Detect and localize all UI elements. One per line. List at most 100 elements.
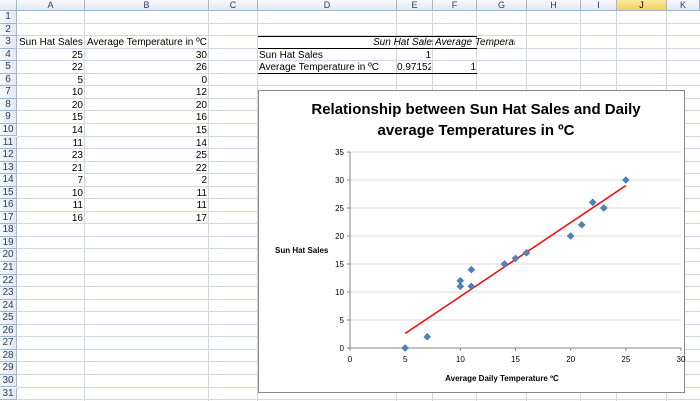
cell-sales-value[interactable]: 11 <box>72 137 83 149</box>
x-tick-label: 30 <box>677 355 686 364</box>
cell-temperature-value[interactable]: 11 <box>196 187 207 199</box>
row-header-9[interactable]: 9 <box>0 111 17 124</box>
cell-sales-value[interactable]: 20 <box>71 99 83 111</box>
row-header-5[interactable]: 5 <box>0 61 17 74</box>
correlation-header-sales[interactable]: Sun Hat Sales <box>373 37 433 49</box>
row-header-19[interactable]: 19 <box>0 236 17 250</box>
cell-temperature-value[interactable]: 30 <box>195 49 207 61</box>
cell-temperature-value[interactable]: 14 <box>195 137 207 149</box>
row-header-25[interactable]: 25 <box>0 312 17 325</box>
cell-sales-value[interactable]: 16 <box>71 212 83 224</box>
cell-sales-value[interactable]: 15 <box>71 112 83 124</box>
data-point <box>511 254 520 263</box>
cell-temperature-value[interactable]: 20 <box>195 99 207 111</box>
correlation-row-temperature-label[interactable]: Average Temperature in ºC <box>259 62 380 74</box>
row-header-14[interactable]: 14 <box>0 174 17 187</box>
cell-sales-value[interactable]: 10 <box>71 87 83 99</box>
column-header-e[interactable]: E <box>397 0 433 11</box>
correlation-temperature-temperature[interactable]: 1 <box>470 62 476 74</box>
column-header-j[interactable]: J <box>617 0 667 11</box>
row-header-3[interactable]: 3 <box>0 36 17 49</box>
row-header-15[interactable]: 15 <box>0 186 17 200</box>
correlation-temperature-sales[interactable]: 0.971528 <box>397 62 431 74</box>
data-point <box>621 176 630 184</box>
gridline-row <box>17 85 700 87</box>
row-header-4[interactable]: 4 <box>0 48 17 62</box>
row-header-6[interactable]: 6 <box>0 73 17 87</box>
chart-title-line-2: average Temperatures in ºC <box>378 122 575 139</box>
cell-temperature-value[interactable]: 0 <box>201 74 207 86</box>
cell-sales-value[interactable]: 5 <box>77 74 83 86</box>
cell-sales-value[interactable]: 23 <box>71 150 83 162</box>
data-point <box>500 260 509 268</box>
x-tick-label: 0 <box>348 355 353 364</box>
cell-temperature-value[interactable]: 26 <box>195 62 207 74</box>
column-header-k[interactable]: K <box>667 0 700 11</box>
y-tick-label: 35 <box>335 148 344 157</box>
cell-sales-value[interactable]: 25 <box>71 49 83 61</box>
column-header-a[interactable]: A <box>17 0 85 11</box>
row-header-13[interactable]: 13 <box>0 161 17 175</box>
cell-temperature-value[interactable]: 17 <box>195 212 207 224</box>
header-average-temperature[interactable]: Average Temperature in ºC <box>87 37 208 49</box>
row-header-28[interactable]: 28 <box>0 349 17 363</box>
cell-temperature-value[interactable]: 2 <box>201 175 207 187</box>
data-point <box>577 220 586 229</box>
row-header-10[interactable]: 10 <box>0 123 17 137</box>
row-header-29[interactable]: 29 <box>0 362 17 375</box>
row-header-17[interactable]: 17 <box>0 211 17 225</box>
cell-sales-value[interactable]: 21 <box>71 162 83 174</box>
row-header-26[interactable]: 26 <box>0 324 17 338</box>
row-header-27[interactable]: 27 <box>0 337 17 350</box>
cell-sales-value[interactable]: 14 <box>71 124 83 136</box>
cell-sales-value[interactable]: 22 <box>71 62 83 74</box>
column-header-h[interactable]: H <box>527 0 581 11</box>
y-tick-label: 25 <box>335 204 344 213</box>
column-header-g[interactable]: G <box>477 0 527 11</box>
row-header-16[interactable]: 16 <box>0 199 17 212</box>
x-tick-label: 25 <box>621 355 630 364</box>
scatter-chart[interactable]: Relationship between Sun Hat Sales and D… <box>258 90 686 393</box>
row-header-11[interactable]: 11 <box>0 136 17 150</box>
cell-temperature-value[interactable]: 25 <box>195 150 207 162</box>
data-point <box>423 332 432 341</box>
cell-temperature-value[interactable]: 16 <box>195 112 207 124</box>
correlation-row-sales-label[interactable]: Sun Hat Sales <box>259 49 323 61</box>
cell-temperature-value[interactable]: 12 <box>195 87 207 99</box>
data-point <box>599 204 608 212</box>
gridline-column <box>257 11 258 401</box>
column-header-b[interactable]: B <box>85 0 209 11</box>
correlation-sales-sales[interactable]: 1 <box>425 49 431 61</box>
cell-sales-value[interactable]: 11 <box>72 200 83 212</box>
select-all-corner[interactable] <box>0 0 17 11</box>
column-header-i[interactable]: I <box>581 0 617 11</box>
x-tick-label: 20 <box>566 355 575 364</box>
row-header-18[interactable]: 18 <box>0 224 17 237</box>
row-header-12[interactable]: 12 <box>0 149 17 162</box>
row-header-24[interactable]: 24 <box>0 299 17 313</box>
cell-temperature-value[interactable]: 11 <box>196 200 207 212</box>
data-point <box>566 232 575 240</box>
row-header-23[interactable]: 23 <box>0 287 17 300</box>
correlation-header-temperature[interactable]: Average Temperature in ºC <box>435 37 515 49</box>
row-header-8[interactable]: 8 <box>0 98 17 112</box>
header-sun-hat-sales[interactable]: Sun Hat Sales <box>19 37 83 49</box>
row-header-7[interactable]: 7 <box>0 86 17 99</box>
data-point <box>456 282 465 291</box>
column-header-d[interactable]: D <box>258 0 397 11</box>
row-header-20[interactable]: 20 <box>0 249 17 262</box>
row-header-30[interactable]: 30 <box>0 374 17 388</box>
row-header-2[interactable]: 2 <box>0 23 17 37</box>
column-header-f[interactable]: F <box>433 0 477 11</box>
cell-temperature-value[interactable]: 15 <box>195 124 207 136</box>
cell-sales-value[interactable]: 10 <box>71 187 83 199</box>
x-tick-label: 5 <box>403 355 408 364</box>
column-header-c[interactable]: C <box>209 0 258 11</box>
row-header-21[interactable]: 21 <box>0 262 17 275</box>
row-header-1[interactable]: 1 <box>0 11 17 24</box>
row-header-31[interactable]: 31 <box>0 387 17 401</box>
correlation-top-border <box>258 36 477 38</box>
row-header-22[interactable]: 22 <box>0 274 17 288</box>
cell-temperature-value[interactable]: 22 <box>195 162 207 174</box>
cell-sales-value[interactable]: 7 <box>77 175 83 187</box>
